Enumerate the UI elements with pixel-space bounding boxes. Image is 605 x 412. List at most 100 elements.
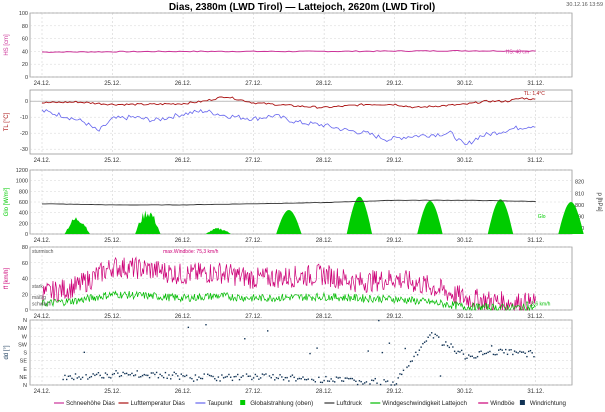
x-tick-label: 29.12. [386,314,403,320]
radiation-area [205,227,231,234]
wind-direction-point [471,355,473,357]
wind-direction-point [353,379,355,381]
wind-direction-point [113,372,115,375]
x-tick-label: 27.12. [245,81,262,87]
annotation-schwach: schwach [32,301,52,307]
y-tick-label: NE [19,375,27,381]
x-tick-label: 31.12. [527,389,544,395]
wind-direction-point [154,373,156,376]
x-tick-label: 26.12. [175,81,192,87]
wind-direction-point [226,375,228,378]
wind-direction-point [374,377,376,380]
chart-title: Dias, 2380m (LWD Tirol) — Lattejoch, 262… [169,2,435,13]
wind-direction-point [393,384,396,386]
wind-direction-point [254,373,257,376]
wind-direction-point [228,373,230,376]
wind-direction-point [439,375,442,377]
y-tick-label: NW [18,326,28,332]
wind-direction-point [268,375,271,377]
wind-direction-point [328,380,331,382]
wind-direction-point [122,371,124,374]
annotation-sturmisch: sturmisch [32,249,54,255]
y-tick-label: N [23,318,27,324]
wind-direction-point [191,377,193,380]
wind-direction-point [208,374,211,377]
wind-direction-point [522,351,525,353]
wind-direction-point [430,332,433,334]
legend-label: Taupunkt [207,400,232,407]
y-tick-label: 400 [19,211,28,217]
wind-direction-point [87,378,89,380]
wind-direction-point [496,353,498,356]
wind-direction-point [168,374,170,376]
wind-direction-point [222,377,225,379]
x-tick-label: 29.12. [386,81,403,87]
wind-direction-point [198,376,200,378]
y-tick-label: -10 [20,115,28,121]
wind-direction-point [416,354,419,356]
legend-label: Windböe [490,400,515,407]
wind-direction-point [90,375,93,378]
wind-direction-point [240,376,242,378]
wind-direction-point [150,372,153,374]
wind-direction-point [490,345,493,347]
wind-direction-point [270,377,272,379]
wind-direction-point [143,373,145,376]
wind-direction-point [455,352,458,354]
series-snow-height [42,50,536,53]
wind-direction-point [508,349,510,351]
y-tick-label: 40 [22,277,28,283]
wind-direction-point [129,374,131,376]
wind-direction-point [177,375,179,377]
y-tick-label: 60 [22,261,28,267]
wind-direction-point [237,373,239,376]
x-tick-label: 28.12. [316,238,333,244]
wind-direction-point [460,349,463,352]
wind-direction-point [311,378,313,381]
y-tick-label: 80 [22,245,28,251]
radiation-area [64,217,90,234]
timestamp: 30.12.16 13:59 [566,2,603,8]
wind-direction-point [219,380,221,382]
wind-direction-point [277,377,279,380]
wind-direction-point [408,365,410,367]
wind-direction-point [214,378,216,380]
y-tick-label: 200 [19,221,28,227]
wind-direction-point [406,366,408,368]
wind-direction-point [282,379,285,381]
wind-direction-point [427,336,429,338]
wind-direction-point [448,346,451,349]
y-tick-label: 60 [22,37,28,43]
wind-direction-point [392,381,394,383]
x-tick-label: 24.12. [34,238,51,244]
y-tick-label: 20 [22,62,28,68]
wind-direction-point [302,376,304,378]
x-tick-label: 24.12. [34,389,51,395]
wind-direction-point [492,353,495,356]
x-tick-label: 29.12. [386,158,403,164]
wind-direction-point [367,350,369,352]
x-tick-label: 25.12. [104,238,121,244]
wind-direction-point [288,380,290,382]
wind-direction-point [512,353,514,356]
wind-direction-point [162,376,165,379]
wind-direction-point [180,373,183,375]
wind-direction-point [365,381,368,383]
wind-direction-point [399,373,401,375]
wind-direction-point [256,375,258,378]
wind-direction-point [348,378,350,380]
y-tick-label: -20 [20,131,28,137]
wind-direction-point [498,349,500,351]
x-tick-label: 25.12. [104,314,121,320]
wind-direction-point [452,346,454,348]
wind-direction-point [238,378,241,381]
wind-direction-point [529,349,532,352]
wind-direction-point [73,378,75,381]
x-tick-label: 26.12. [175,158,192,164]
wind-direction-point [344,377,346,379]
y2-tick-label: 790 [575,215,584,221]
wind-direction-point [515,351,518,353]
radiation-area [135,210,161,234]
wind-direction-point [487,351,489,354]
wind-direction-point [286,376,288,379]
